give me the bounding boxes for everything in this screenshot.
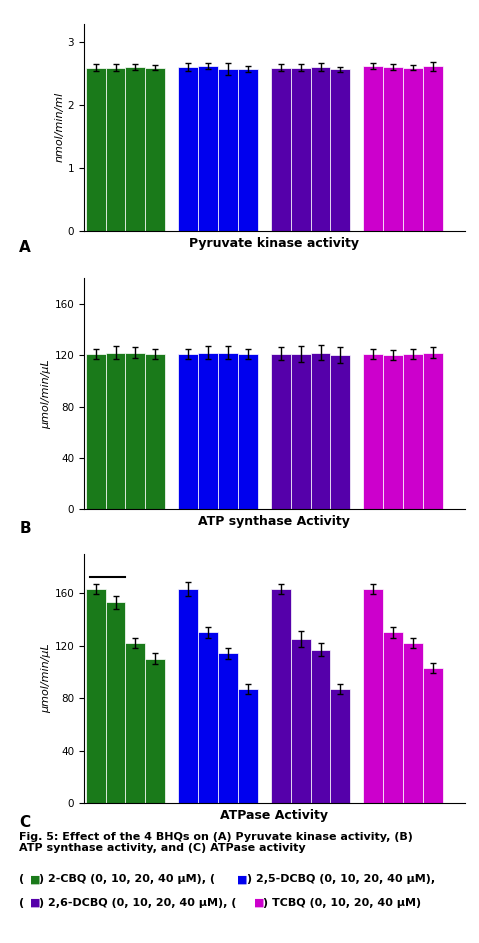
X-axis label: ATPase Activity: ATPase Activity (220, 809, 328, 822)
Bar (331, 356, 350, 509)
Bar (145, 354, 165, 509)
Text: (: ( (19, 898, 24, 908)
Y-axis label: μmol/min/μL: μmol/min/μL (42, 644, 52, 713)
Text: ) 2-CBQ (0, 10, 20, 40 μM), (: ) 2-CBQ (0, 10, 20, 40 μM), ( (39, 874, 215, 885)
Text: ) 2,6-DCBQ (0, 10, 20, 40 μM), (: ) 2,6-DCBQ (0, 10, 20, 40 μM), ( (39, 898, 237, 908)
Bar (178, 354, 198, 509)
Bar (291, 639, 310, 803)
Text: A: A (19, 240, 31, 256)
Bar (106, 353, 125, 509)
Bar (106, 603, 125, 803)
Bar (145, 659, 165, 803)
Bar (383, 67, 403, 231)
Text: ■: ■ (254, 898, 264, 908)
Bar (86, 589, 106, 803)
Bar (364, 66, 383, 231)
Bar (310, 650, 331, 803)
Bar (364, 589, 383, 803)
Bar (125, 643, 145, 803)
Bar (291, 354, 310, 509)
Bar (238, 689, 258, 803)
Bar (86, 354, 106, 509)
Bar (364, 354, 383, 509)
Bar (145, 68, 165, 231)
Bar (403, 643, 423, 803)
Bar (423, 353, 443, 509)
Text: B: B (19, 521, 31, 536)
Y-axis label: μmol/min/μL: μmol/min/μL (42, 359, 52, 428)
Bar (271, 68, 291, 231)
X-axis label: Pyruvate kinase activity: Pyruvate kinase activity (189, 237, 359, 250)
Bar (403, 68, 423, 231)
Bar (331, 70, 350, 231)
Text: (: ( (19, 874, 24, 885)
Bar (198, 353, 218, 509)
X-axis label: ATP synthase Activity: ATP synthase Activity (198, 515, 350, 528)
Bar (331, 689, 350, 803)
Bar (178, 589, 198, 803)
Bar (178, 67, 198, 231)
Bar (383, 633, 403, 803)
Bar (125, 353, 145, 509)
Bar (403, 354, 423, 509)
Bar (106, 68, 125, 231)
Bar (218, 69, 238, 231)
Bar (423, 668, 443, 803)
Text: ■: ■ (30, 898, 40, 908)
Text: Fig. 5: Effect of the 4 BHQs on (A) Pyruvate kinase activity, (B)
ATP synthase a: Fig. 5: Effect of the 4 BHQs on (A) Pyru… (19, 832, 413, 853)
Bar (198, 633, 218, 803)
Bar (238, 354, 258, 509)
Bar (291, 68, 310, 231)
Bar (271, 589, 291, 803)
Y-axis label: nmol/min/ml: nmol/min/ml (55, 92, 65, 162)
Bar (218, 653, 238, 803)
Bar (310, 67, 331, 231)
Text: C: C (19, 815, 30, 830)
Bar (218, 353, 238, 509)
Text: ) TCBQ (0, 10, 20, 40 μM): ) TCBQ (0, 10, 20, 40 μM) (263, 898, 422, 908)
Bar (423, 66, 443, 231)
Bar (383, 356, 403, 509)
Text: ) 2,5-DCBQ (0, 10, 20, 40 μM),: ) 2,5-DCBQ (0, 10, 20, 40 μM), (247, 874, 435, 885)
Bar (271, 354, 291, 509)
Bar (125, 67, 145, 231)
Bar (198, 66, 218, 231)
Bar (310, 353, 331, 509)
Bar (86, 68, 106, 231)
Bar (238, 69, 258, 231)
Text: ■: ■ (30, 874, 40, 885)
Text: ■: ■ (237, 874, 248, 885)
